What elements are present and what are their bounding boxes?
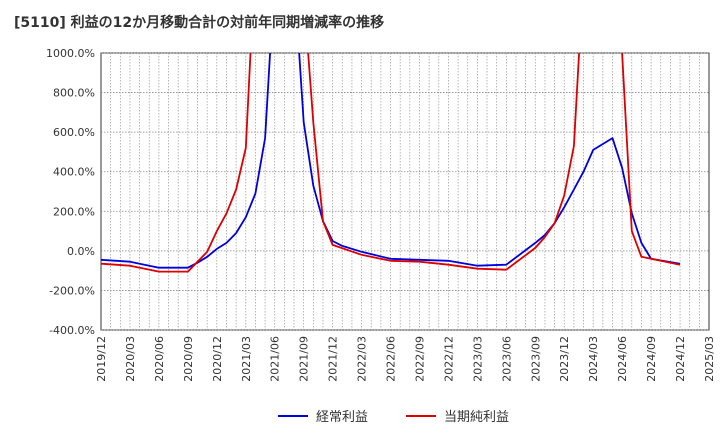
x-tick-label: 2023/03	[471, 336, 484, 382]
x-tick-label: 2021/06	[269, 336, 282, 382]
legend: 経常利益 当期純利益	[278, 410, 509, 425]
x-tick-label: 2022/12	[442, 336, 455, 382]
x-tick-label: 2020/06	[153, 336, 166, 382]
x-tick-label: 2025/03	[703, 336, 716, 382]
y-axis-ticks: 1000.0% 800.0% 600.0% 400.0% 200.0% 0.0% -200.…	[46, 47, 95, 337]
y-tick-label: 400.0%	[53, 166, 95, 179]
x-axis-ticks: 2019/12 2020/03 2020/06 2020/09 2020/12 2021/…	[95, 336, 716, 382]
series-line-1	[101, 53, 681, 269]
series-lines	[101, 53, 681, 273]
x-tick-label: 2020/12	[211, 336, 224, 382]
y-tick-label: -400.0%	[49, 324, 95, 337]
x-tick-label: 2024/06	[616, 336, 629, 382]
x-tick-label: 2022/09	[413, 336, 426, 382]
y-tick-label: 1000.0%	[46, 47, 95, 60]
x-tick-label: 2023/06	[500, 336, 513, 382]
x-tick-label: 2020/03	[124, 336, 137, 382]
x-tick-label: 2024/03	[587, 336, 600, 382]
series-line-2	[101, 53, 681, 273]
x-tick-label: 2023/09	[529, 336, 542, 382]
x-tick-label: 2023/12	[558, 336, 571, 382]
y-tick-label: 600.0%	[53, 126, 95, 139]
x-tick-label: 2020/09	[182, 336, 195, 382]
y-tick-label: -200.0%	[49, 284, 95, 297]
legend-label-2: 当期純利益	[444, 410, 509, 425]
y-tick-label: 800.0%	[53, 87, 95, 100]
y-tick-label: 200.0%	[53, 205, 95, 218]
x-tick-label: 2021/09	[298, 336, 311, 382]
x-tick-label: 2021/03	[240, 336, 253, 382]
plot-area	[100, 52, 710, 331]
legend-label-1: 経常利益	[316, 410, 368, 425]
x-tick-label: 2019/12	[95, 336, 108, 382]
chart-title: [5110] 利益の12か月移動合計の対前年同期増減率の推移	[14, 15, 385, 31]
x-tick-label: 2022/06	[385, 336, 398, 382]
x-tick-label: 2024/12	[674, 336, 687, 382]
x-tick-label: 2022/03	[356, 336, 369, 382]
x-tick-label: 2021/12	[327, 336, 340, 382]
x-tick-label: 2024/09	[645, 336, 658, 382]
y-tick-label: 0.0%	[67, 245, 95, 258]
